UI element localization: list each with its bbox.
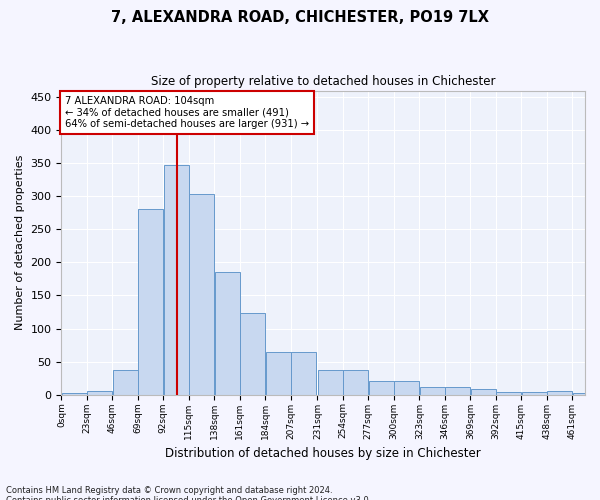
Bar xyxy=(547,392,572,394)
Bar xyxy=(291,352,316,395)
Bar xyxy=(113,370,137,394)
Text: Contains HM Land Registry data © Crown copyright and database right 2024.: Contains HM Land Registry data © Crown c… xyxy=(6,486,332,495)
Text: 7 ALEXANDRA ROAD: 104sqm
← 34% of detached houses are smaller (491)
64% of semi-: 7 ALEXANDRA ROAD: 104sqm ← 34% of detach… xyxy=(65,96,309,129)
Bar xyxy=(189,194,214,394)
Bar xyxy=(266,352,290,395)
Text: Contains public sector information licensed under the Open Government Licence v3: Contains public sector information licen… xyxy=(6,496,371,500)
X-axis label: Distribution of detached houses by size in Chichester: Distribution of detached houses by size … xyxy=(166,447,481,460)
Bar xyxy=(215,272,239,394)
Bar xyxy=(521,392,547,394)
Bar xyxy=(470,388,496,394)
Bar xyxy=(317,370,343,394)
Bar xyxy=(419,388,445,394)
Bar xyxy=(87,392,112,394)
Text: 7, ALEXANDRA ROAD, CHICHESTER, PO19 7LX: 7, ALEXANDRA ROAD, CHICHESTER, PO19 7LX xyxy=(111,10,489,25)
Y-axis label: Number of detached properties: Number of detached properties xyxy=(15,155,25,330)
Bar xyxy=(496,392,521,394)
Title: Size of property relative to detached houses in Chichester: Size of property relative to detached ho… xyxy=(151,75,496,88)
Bar xyxy=(138,209,163,394)
Bar xyxy=(343,370,368,394)
Bar xyxy=(368,381,394,394)
Bar xyxy=(164,166,188,394)
Bar xyxy=(445,388,470,394)
Bar xyxy=(240,314,265,394)
Bar xyxy=(394,381,419,394)
